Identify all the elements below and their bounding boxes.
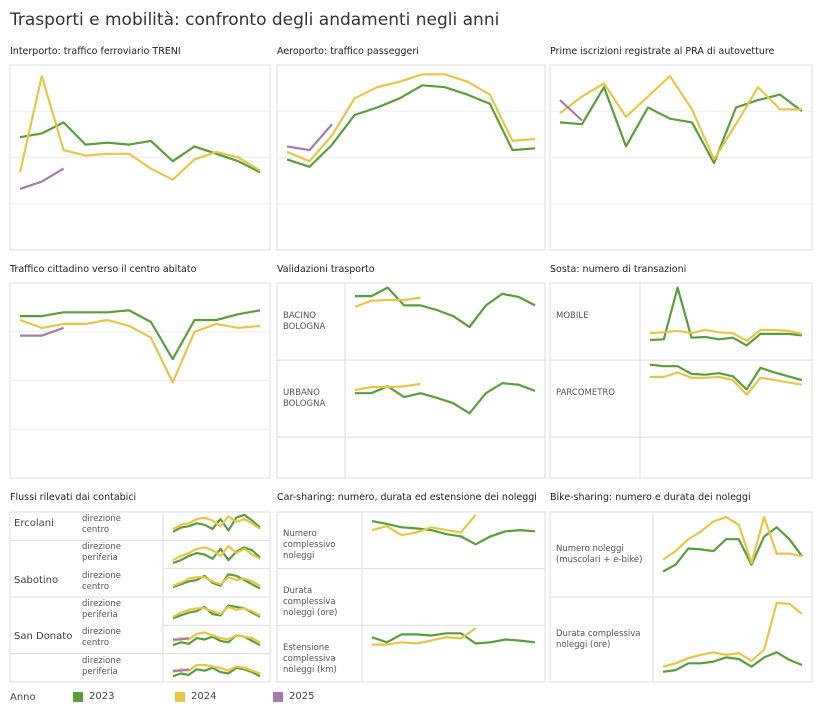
legend-label: 2023 [89, 691, 115, 702]
series-line [20, 309, 261, 361]
series-line [354, 296, 421, 308]
legend-label: 2025 [289, 691, 315, 702]
panel-title: Sosta: numero di transazioni [550, 264, 687, 275]
row-label: URBANO BOLOGNA [283, 387, 326, 409]
row-label: direzione periferia [82, 655, 121, 677]
row-label: Numero noleggi (muscolari + e-bike) [556, 543, 643, 565]
row-label: direzione centro [82, 627, 121, 649]
series-line [662, 651, 803, 673]
group-label: Ercolani [14, 518, 54, 529]
series-line [371, 520, 536, 546]
panel-title: Interporto: traffico ferroviario TRENI [10, 46, 181, 57]
row-label: Numero complessivo noleggi [283, 529, 336, 562]
row-label: Estensione complessiva noleggi (km) [283, 642, 337, 675]
panel-title: Bike-sharing: numero e durata dei nolegg… [550, 492, 751, 503]
series-line [172, 605, 261, 618]
panel-title: Aeroporto: traffico passeggeri [277, 46, 419, 57]
panel-title: Prime iscrizioni registrate al PRA di au… [550, 46, 775, 57]
series-line [559, 99, 583, 122]
series-line [172, 666, 261, 678]
series-line [559, 86, 803, 165]
series-line [173, 668, 189, 672]
panel-title: Car-sharing: numero, durata ed estension… [277, 492, 537, 503]
legend-swatch [175, 692, 185, 702]
series-line [662, 601, 803, 668]
row-label: direzione centro [82, 570, 121, 592]
row-label: Durata complessiva noleggi (ore) [556, 628, 641, 650]
series-line [354, 382, 421, 392]
series-line [286, 123, 333, 152]
series-line [173, 637, 189, 641]
row-label: Durata complessiva noleggi (ore) [283, 586, 338, 618]
legend-swatch [73, 692, 83, 702]
legend-label: 2024 [191, 691, 217, 702]
series-line [172, 573, 261, 590]
series-line [286, 84, 536, 168]
legend-swatch [273, 692, 283, 702]
row-label: direzione periferia [82, 599, 121, 620]
row-label: BACINO BOLOGNA [283, 310, 326, 332]
panel-title: Flussi rilevati dai contabici [10, 492, 137, 503]
legend-title: Anno [10, 692, 36, 703]
group-label: San Donato [14, 631, 73, 643]
series-line [371, 632, 536, 645]
series-line [19, 318, 261, 384]
series-line [650, 371, 803, 396]
series-line [372, 627, 477, 646]
group-label: Sabotino [14, 574, 59, 586]
series-line [355, 286, 536, 328]
series-line [649, 363, 803, 391]
series-line [559, 75, 802, 161]
series-line [662, 526, 803, 573]
series-line [172, 544, 261, 562]
series-line [19, 121, 261, 174]
panel-frame [276, 282, 546, 479]
series-line [649, 286, 803, 347]
row-label: PARCOMETRO [556, 387, 615, 398]
panel-title: Validazioni trasporto [277, 264, 375, 275]
series-line [20, 326, 64, 337]
panel-title: Traffico cittadino verso il centro abita… [10, 264, 197, 275]
series-line [649, 328, 803, 342]
panel-frame [549, 282, 813, 479]
series-line [172, 576, 261, 587]
row-label: MOBILE [556, 310, 589, 321]
series-line [286, 73, 536, 163]
series-line [662, 516, 803, 565]
series-line [172, 631, 261, 644]
series-line [371, 514, 477, 537]
row-label: direzione centro [82, 514, 121, 535]
series-line [19, 167, 65, 190]
series-line [18, 75, 261, 181]
dashboard-title: Trasporti e mobilità: confronto degli an… [10, 10, 500, 30]
row-label: direzione periferia [82, 542, 121, 564]
series-line [172, 515, 261, 530]
